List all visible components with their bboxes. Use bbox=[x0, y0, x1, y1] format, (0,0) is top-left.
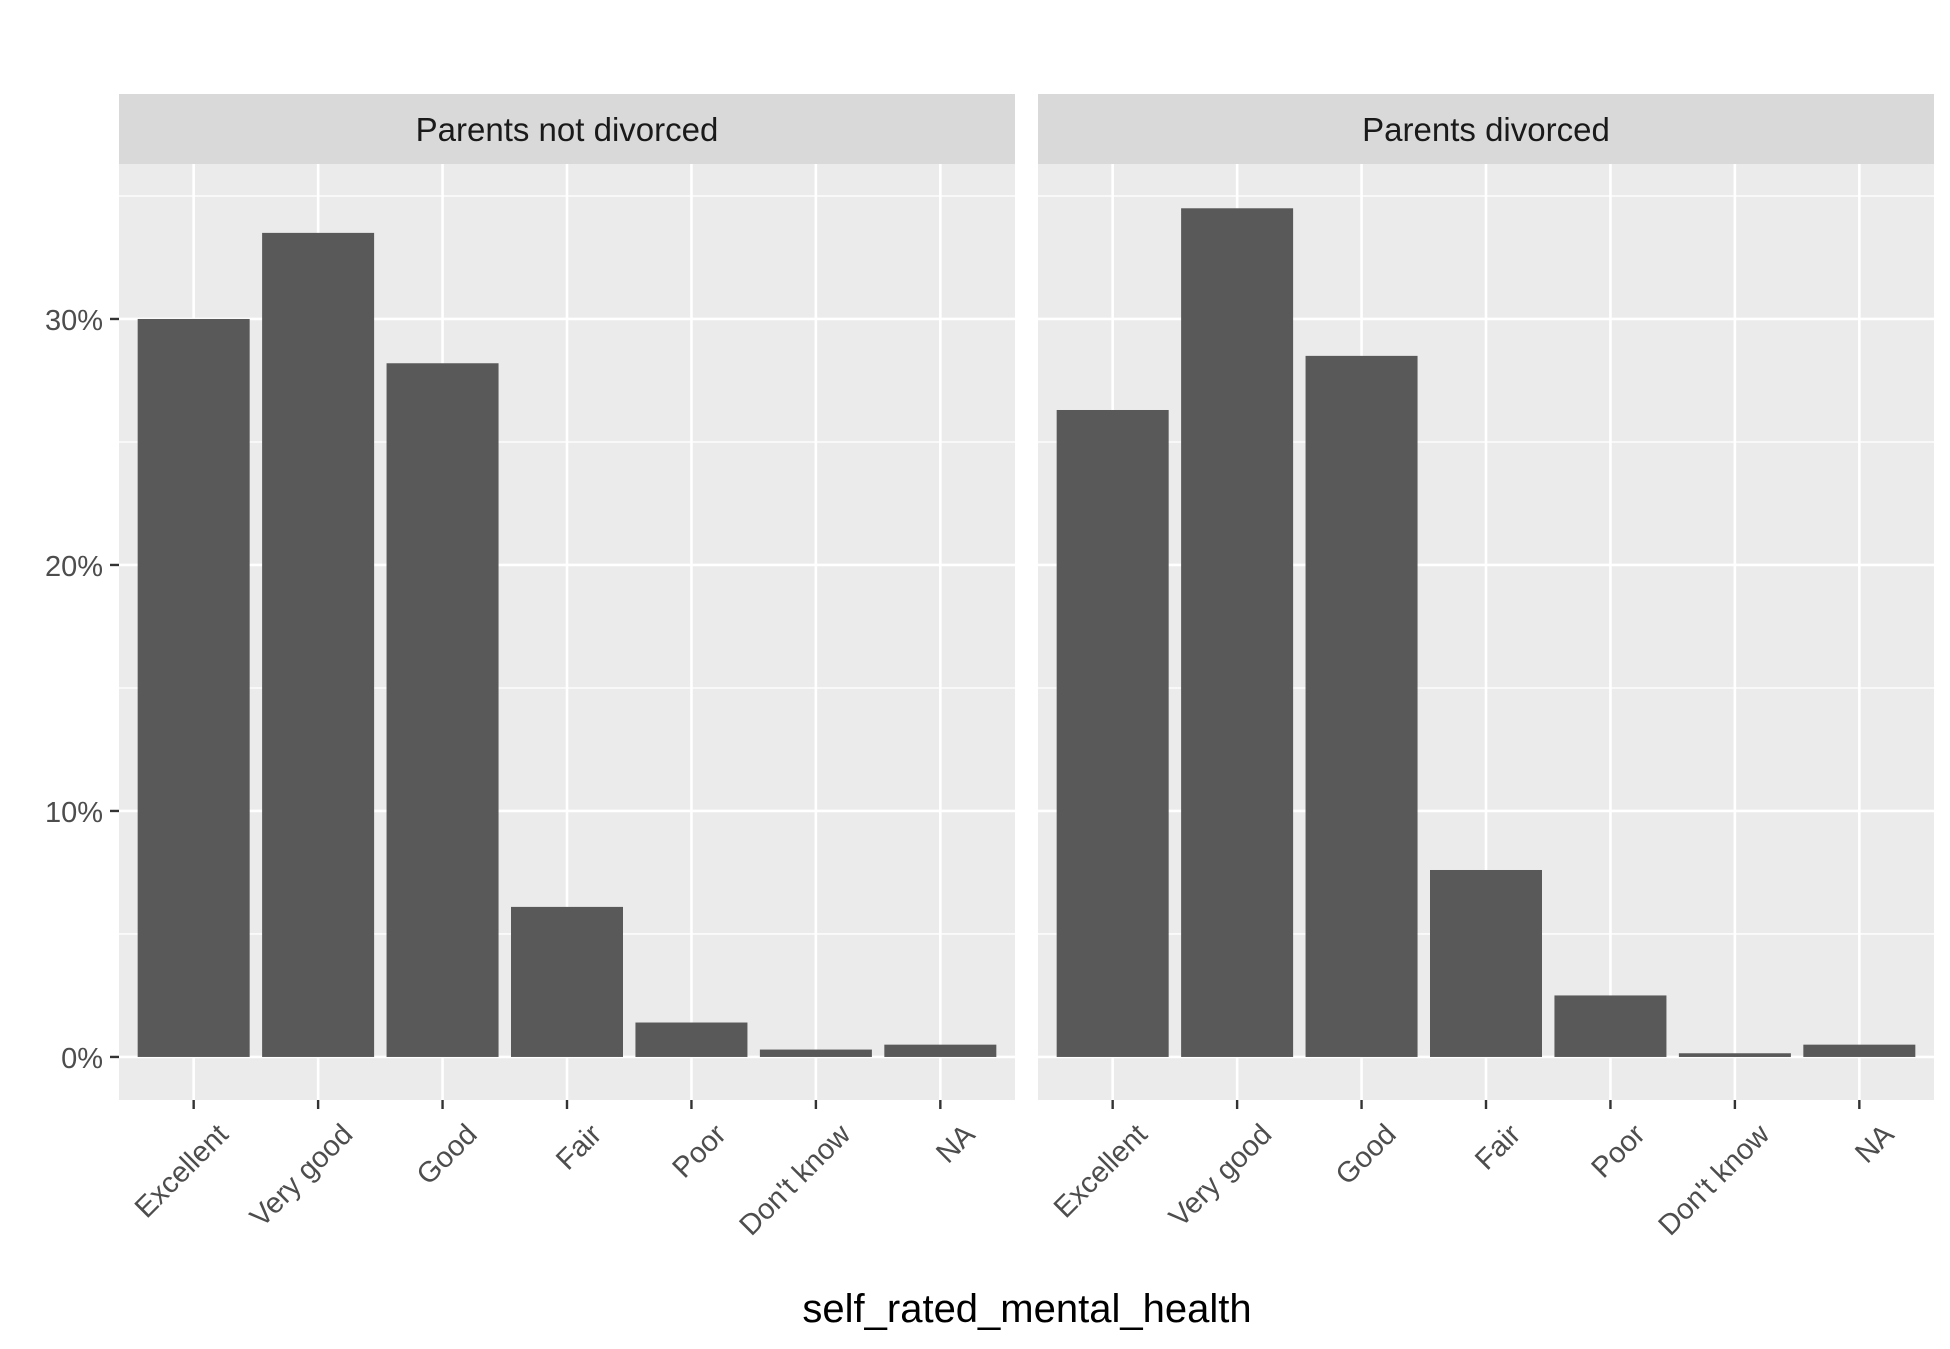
x-tick-label: Fair bbox=[1469, 1118, 1527, 1176]
y-tick-label: 20% bbox=[45, 551, 103, 583]
y-tick-label: 30% bbox=[45, 305, 103, 337]
bar bbox=[759, 1049, 872, 1057]
bar bbox=[884, 1044, 997, 1057]
bar bbox=[1181, 208, 1294, 1057]
bar bbox=[511, 906, 623, 1057]
x-tick-label: Don't know bbox=[1653, 1118, 1777, 1242]
y-tick-label: 0% bbox=[61, 1043, 103, 1075]
x-tick-label: Good bbox=[1330, 1118, 1403, 1191]
bar bbox=[262, 232, 375, 1057]
x-tick-label: Don't know bbox=[734, 1118, 858, 1242]
x-tick-label: Poor bbox=[1586, 1118, 1652, 1184]
x-tick-label: Very good bbox=[244, 1118, 359, 1233]
bar bbox=[635, 1022, 748, 1057]
x-tick-label: NA bbox=[1849, 1118, 1901, 1170]
bar bbox=[1056, 409, 1169, 1057]
x-axis-title: self_rated_mental_health bbox=[802, 1287, 1251, 1331]
x-tick-label: Good bbox=[411, 1118, 484, 1191]
bar bbox=[386, 363, 499, 1057]
bar bbox=[137, 318, 250, 1057]
y-axis: 0% 10% 20% 30% bbox=[45, 305, 119, 1075]
facet-strip bbox=[119, 94, 1015, 164]
bar bbox=[1554, 995, 1667, 1057]
facet-panel: Parents not divorced Excellent Very good Go… bbox=[119, 94, 1015, 1242]
x-tick-label: Fair bbox=[550, 1118, 608, 1176]
facet-strip-label: Parents divorced bbox=[1362, 111, 1610, 148]
x-tick-label: Very good bbox=[1163, 1118, 1278, 1233]
x-tick-label: Excellent bbox=[1048, 1118, 1154, 1224]
y-tick-label: 10% bbox=[45, 797, 103, 829]
facet-strip bbox=[1038, 94, 1934, 164]
bar bbox=[1678, 1053, 1791, 1057]
bar bbox=[1803, 1044, 1916, 1057]
x-tick-label: NA bbox=[930, 1118, 982, 1170]
x-tick-label: Excellent bbox=[129, 1118, 235, 1224]
facet-panel: Parents divorced Excellent Very good Good Fa… bbox=[1038, 94, 1934, 1242]
facet-strip-label: Parents not divorced bbox=[416, 111, 719, 148]
bar bbox=[1305, 355, 1418, 1057]
bar bbox=[1430, 869, 1542, 1057]
x-tick-label: Poor bbox=[667, 1118, 733, 1184]
